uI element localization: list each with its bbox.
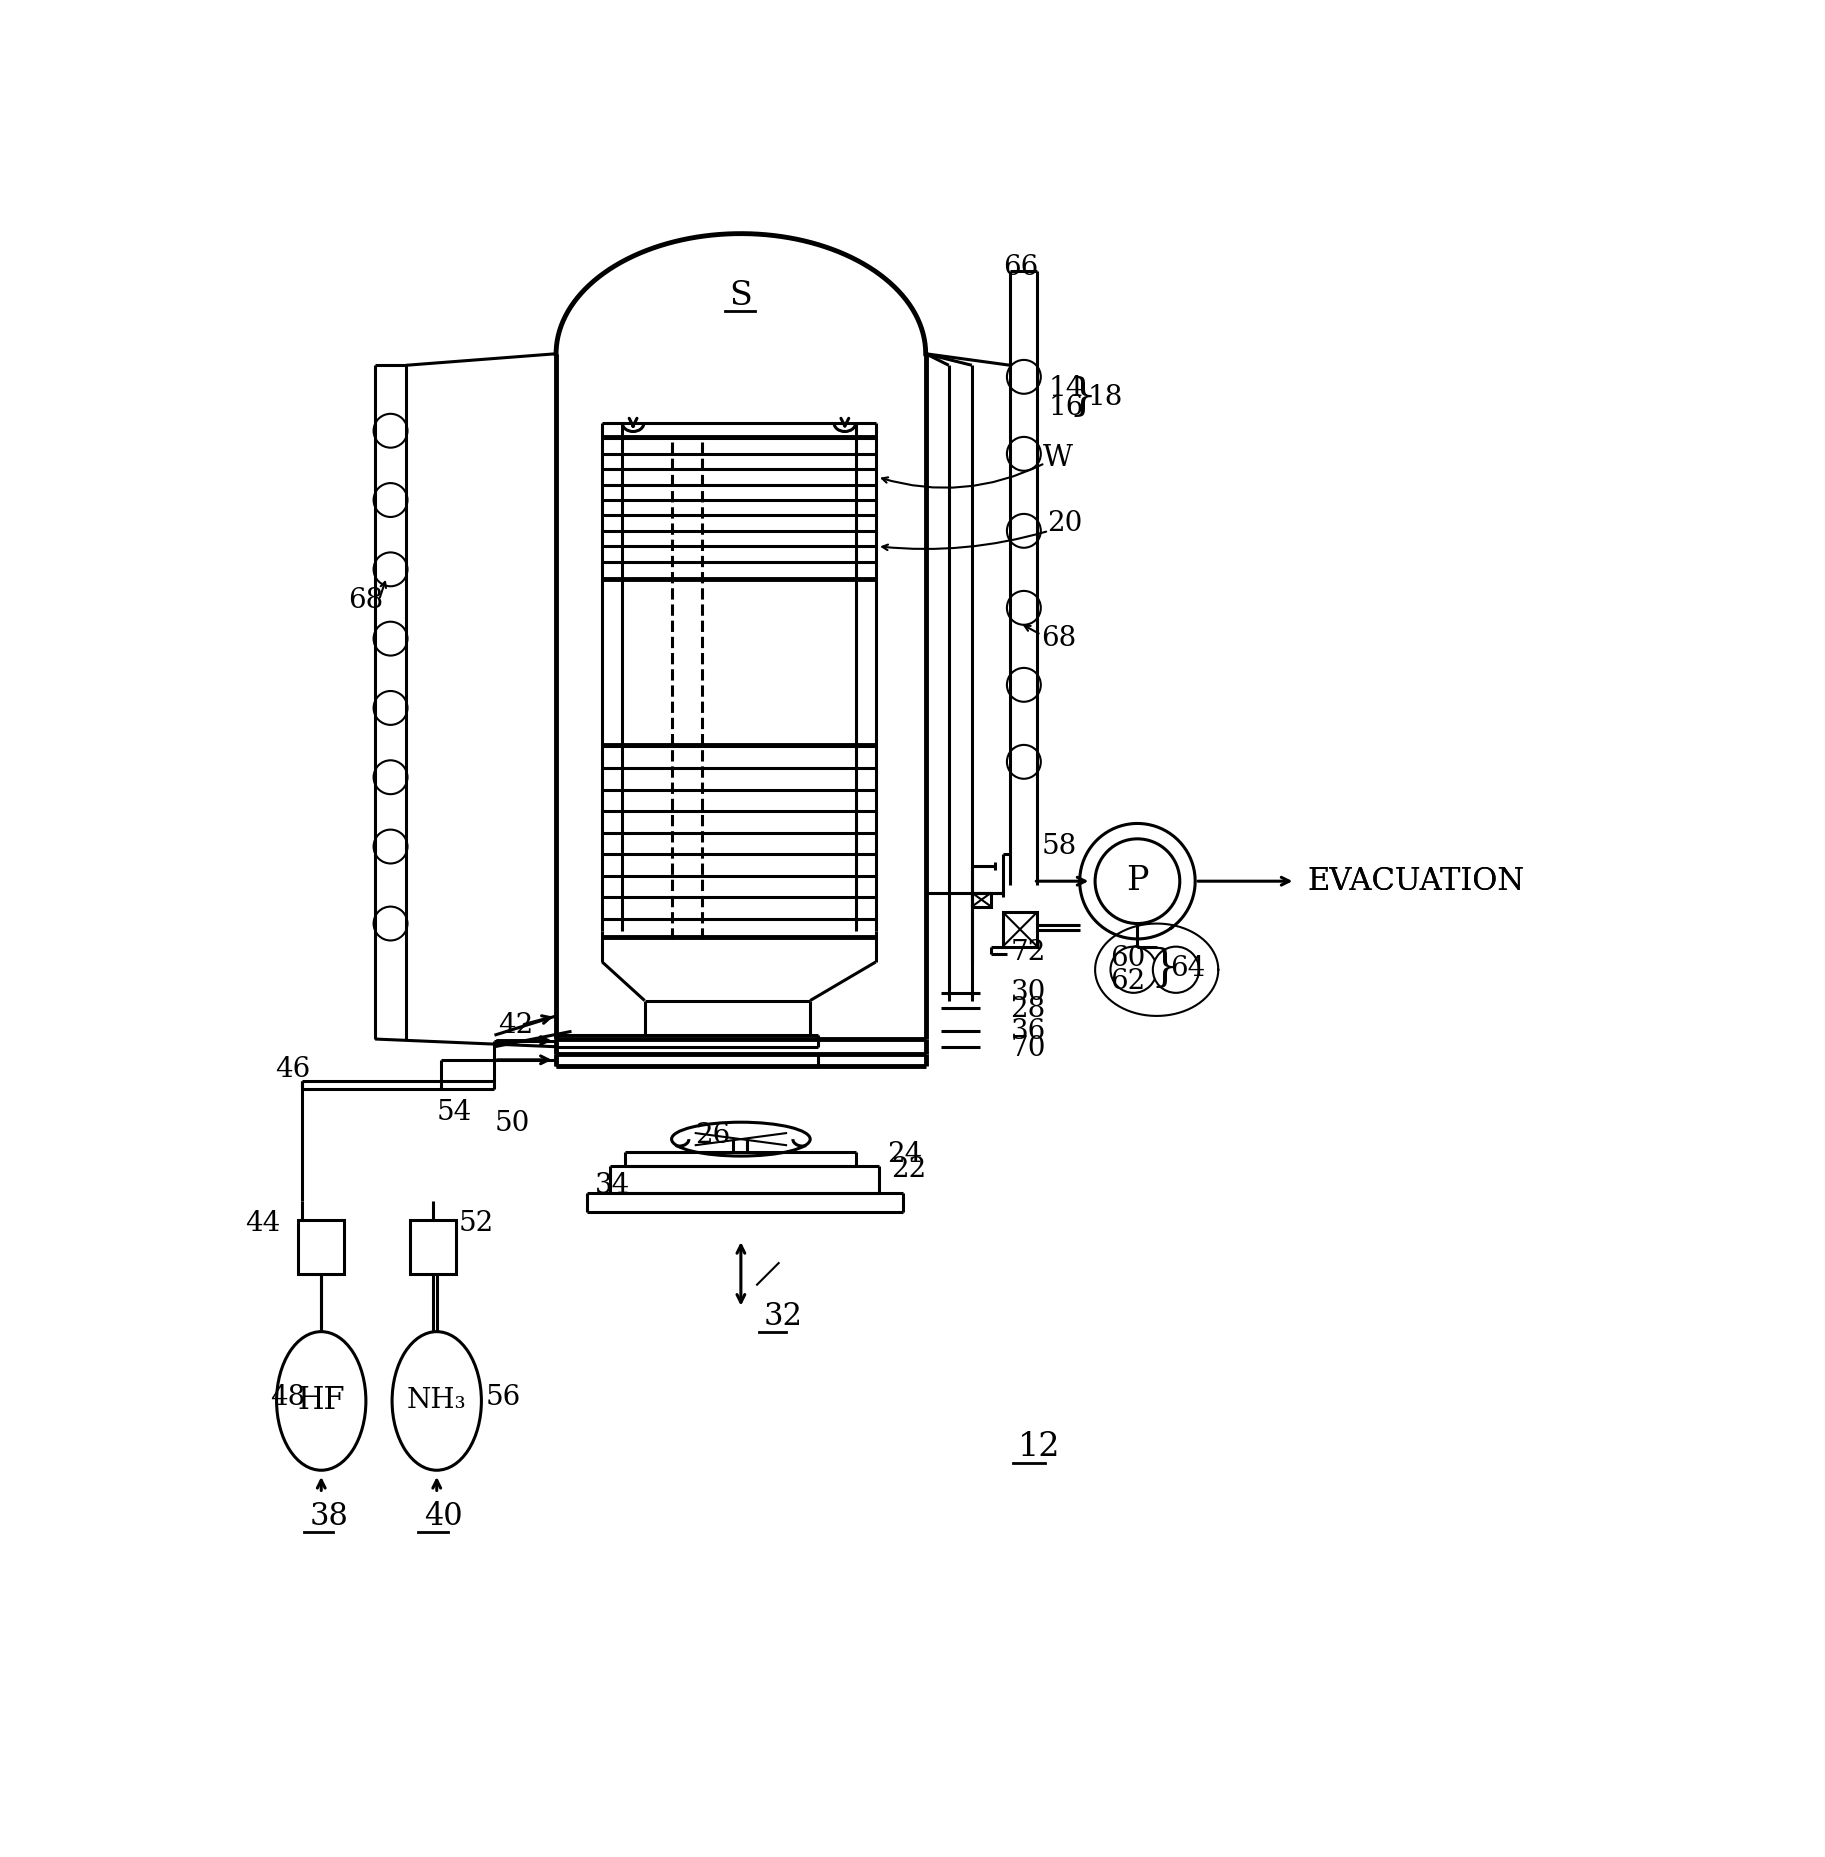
Text: 58: 58 [1042,834,1077,860]
Text: 72: 72 [1011,940,1046,966]
Text: 38: 38 [310,1500,349,1532]
Circle shape [374,830,407,864]
Text: 30: 30 [1011,979,1046,1006]
Text: S: S [730,280,752,312]
Circle shape [1007,591,1040,624]
Text: 36: 36 [1011,1018,1046,1045]
Text: HF: HF [297,1385,345,1417]
Text: 68: 68 [1042,626,1077,652]
Text: 68: 68 [349,587,383,613]
Text: }: } [1068,377,1097,420]
Text: 22: 22 [891,1157,927,1183]
Text: 50: 50 [495,1110,529,1136]
Circle shape [1095,839,1179,923]
Text: 32: 32 [765,1300,803,1331]
Circle shape [374,552,407,587]
Text: 46: 46 [276,1057,310,1083]
Circle shape [1007,514,1040,548]
Text: 60: 60 [1110,945,1146,971]
Text: 54: 54 [436,1099,473,1125]
Text: 44: 44 [245,1211,281,1237]
Circle shape [374,622,407,656]
Text: 64: 64 [1170,954,1206,982]
Bar [973,893,991,906]
Circle shape [374,414,407,448]
Text: 12: 12 [1018,1432,1060,1463]
Circle shape [1007,360,1040,394]
Text: 70: 70 [1011,1034,1046,1062]
Circle shape [1007,436,1040,472]
Text: 56: 56 [485,1383,520,1411]
Text: P: P [1126,865,1148,897]
Text: 52: 52 [458,1211,493,1237]
Circle shape [374,760,407,795]
Text: 48: 48 [270,1383,305,1411]
Text: 28: 28 [1011,995,1046,1023]
Text: 26: 26 [695,1122,730,1149]
Ellipse shape [672,1122,810,1157]
Text: 24: 24 [887,1140,922,1168]
Bar [411,1220,456,1274]
Text: 40: 40 [423,1500,462,1532]
Circle shape [374,483,407,516]
Circle shape [1007,669,1040,702]
Circle shape [374,691,407,724]
Circle shape [1110,947,1157,993]
Ellipse shape [277,1331,365,1471]
Circle shape [1007,745,1040,778]
Ellipse shape [392,1331,482,1471]
Circle shape [1153,947,1199,993]
Text: 42: 42 [498,1012,533,1038]
Text: W: W [1042,444,1073,472]
Bar [1002,912,1037,947]
Text: 66: 66 [1002,254,1038,280]
Bar [297,1220,345,1274]
Text: EVACUATION: EVACUATION [1307,865,1524,897]
Text: EVACUATION: EVACUATION [1307,865,1524,897]
Text: 34: 34 [595,1172,630,1200]
Text: 20: 20 [1048,509,1082,537]
Text: 18: 18 [1088,384,1122,410]
Text: }: } [1150,947,1179,990]
Text: 62: 62 [1110,967,1146,995]
Text: 14: 14 [1049,375,1084,401]
Circle shape [374,906,407,940]
Text: NH₃: NH₃ [407,1387,467,1415]
Text: 16: 16 [1049,394,1084,422]
